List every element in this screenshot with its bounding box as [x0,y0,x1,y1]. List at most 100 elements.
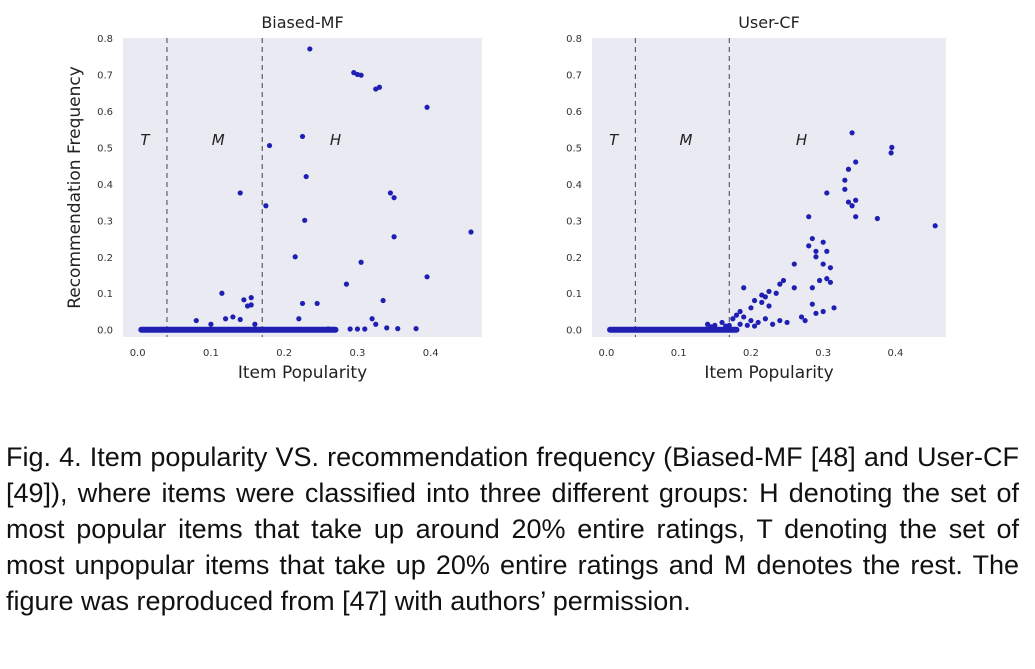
data-point [719,319,725,326]
data-point [845,199,852,205]
data-point [248,302,254,308]
data-point [791,261,797,267]
data-point [343,281,350,287]
data-point [777,317,783,324]
data-point [755,319,761,326]
x-axis-label: Item Popularity [238,363,367,383]
x-tick-label: 0.0 [598,348,614,359]
data-point [751,297,758,304]
data-point [230,314,236,320]
data-point [759,299,765,305]
y-tick-label: 0.7 [97,70,113,81]
data-point [362,326,368,332]
data-point [748,305,754,311]
plot-area [592,38,946,337]
data-point [820,239,826,245]
panel-user-cf: User-CF Item Popularity 0.0 0.1 0.2 0.3 0.4 0.0… [566,13,946,383]
x-tick-label: 0.1 [671,348,687,359]
data-point [932,223,938,229]
data-point [376,84,383,90]
data-point [737,308,743,315]
data-point [325,326,331,332]
data-point [777,281,783,287]
data-point [391,195,397,201]
region-label-h: H [796,131,807,149]
data-point [827,279,834,285]
data-point [424,104,430,110]
data-point [770,321,776,327]
data-point [845,166,852,172]
y-tick-label: 0.1 [97,289,113,300]
data-point [241,297,247,303]
data-point [820,308,826,315]
data-point [748,317,754,324]
data-point [824,276,830,282]
chart-title: Biased-MF [261,13,343,32]
data-point [723,323,729,329]
data-point [806,214,812,220]
x-tick-label: 0.1 [203,348,219,359]
data-point [733,312,740,318]
data-point [849,203,855,209]
data-point [802,317,808,324]
figure: Biased-MF Item Popularity Recommendation F… [65,13,946,383]
data-point [303,173,309,180]
data-point [889,144,895,150]
data-point [806,243,812,249]
data-point [380,297,386,304]
data-point [237,190,243,196]
data-point [813,310,819,316]
y-tick-label: 0.6 [566,107,582,118]
region-label-t: T [140,131,151,149]
region-label-t: T [609,131,620,149]
data-point [766,288,772,295]
data-point [784,319,790,326]
y-tick-label: 0.0 [97,326,113,337]
y-tick-label: 0.6 [97,107,113,118]
data-point [809,301,815,307]
data-point [762,316,768,322]
region-label-m: M [212,131,225,149]
x-axis-label: Item Popularity [704,363,833,383]
x-tick-label: 0.4 [887,348,903,359]
data-point [842,177,848,183]
data-point [813,248,819,254]
data-point [387,190,394,196]
data-point [208,321,214,327]
data-point [820,261,826,267]
panel-biased-mf: Biased-MF Item Popularity Recommendation F… [65,13,482,383]
x-tick-label: 0.0 [130,348,146,359]
data-point [369,316,375,322]
data-point [354,326,361,332]
data-point [853,159,859,165]
data-point [824,190,830,196]
data-point [704,321,711,327]
data-point [791,285,797,291]
x-tick-label: 0.3 [815,348,831,359]
data-point [237,316,243,323]
data-point [468,229,474,235]
data-point [292,254,298,260]
data-point [741,285,747,291]
data-point [762,294,768,300]
data-point [809,285,815,291]
data-point [266,142,273,149]
data-point [730,316,736,322]
y-tick-label: 0.3 [566,216,582,227]
data-point [296,316,302,322]
data-point [222,316,229,322]
data-point [798,314,805,320]
x-tick-label: 0.3 [349,348,365,359]
data-point [299,133,306,140]
x-tick-label: 0.2 [743,348,759,359]
y-tick-label: 0.4 [566,180,582,191]
data-point [853,214,859,220]
data-point [888,150,894,156]
y-tick-label: 0.8 [97,34,113,45]
y-tick-label: 0.4 [97,180,113,191]
data-point [831,305,837,311]
data-point [741,314,747,320]
data-point [299,300,306,307]
region-label-h: H [330,131,341,149]
data-point [853,197,859,203]
